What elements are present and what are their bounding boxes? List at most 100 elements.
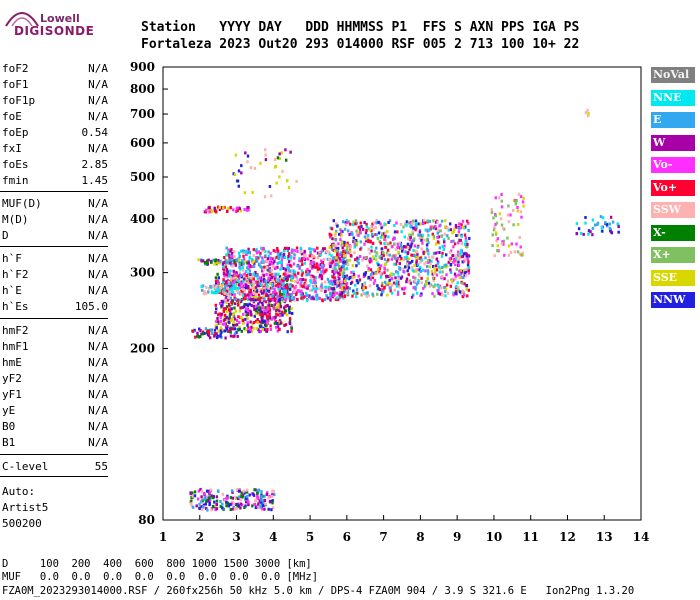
echo-point (238, 283, 241, 287)
echo-point (335, 291, 339, 295)
echo-point (420, 292, 423, 296)
param-value-hmf2: N/A (88, 324, 108, 337)
echo-point (433, 271, 436, 275)
echo-point (338, 232, 341, 236)
echo-point (514, 202, 517, 206)
param-name-mufd: MUF(D) (2, 197, 42, 210)
echo-point (249, 166, 253, 170)
echo-point (594, 223, 597, 227)
echo-point (447, 260, 450, 264)
echo-point (298, 257, 301, 261)
echo-point (463, 259, 466, 263)
echo-point (239, 209, 242, 213)
echo-point (222, 280, 225, 284)
echo-point (269, 324, 272, 328)
echo-point (396, 292, 400, 296)
echo-point (371, 232, 374, 236)
echo-point (205, 208, 208, 212)
echo-point (237, 277, 241, 281)
echo-point (204, 261, 207, 265)
echo-point (377, 263, 380, 267)
echo-point (229, 206, 232, 210)
echo-point (233, 250, 236, 254)
echo-point (220, 292, 224, 295)
echo-point (402, 245, 406, 248)
echo-point (364, 271, 367, 275)
echo-point (464, 274, 468, 278)
echo-point (273, 274, 277, 278)
echo-point (298, 266, 301, 270)
echo-point (205, 507, 208, 510)
echo-point (228, 282, 231, 286)
echo-point (370, 275, 373, 279)
echo-point (213, 206, 216, 210)
echo-point (456, 281, 459, 285)
echo-point (420, 276, 423, 280)
echo-point (266, 310, 269, 314)
echo-point (429, 225, 433, 229)
echo-point (207, 287, 211, 290)
echo-point (461, 219, 465, 223)
echo-point (422, 218, 426, 222)
echo-point (278, 157, 281, 161)
echo-point (230, 248, 233, 251)
echo-point (240, 259, 244, 262)
echo-point (254, 270, 257, 274)
echo-point (367, 267, 370, 270)
echo-point (235, 331, 238, 335)
echo-point (368, 258, 371, 262)
echo-point (259, 325, 262, 329)
echo-point (284, 268, 288, 272)
echo-point (377, 220, 380, 224)
echo-point (467, 221, 470, 225)
echo-point (263, 494, 266, 498)
echo-point (352, 291, 356, 295)
echo-point (242, 262, 245, 266)
echo-point (394, 276, 397, 280)
echo-point (282, 283, 285, 287)
param-value-yf2: N/A (88, 372, 108, 385)
echo-point (380, 284, 384, 288)
echo-point (233, 334, 236, 338)
echo-point (259, 289, 262, 293)
echo-point (338, 253, 341, 257)
param-name-ye: yE (2, 404, 16, 417)
echo-point (341, 269, 344, 272)
echo-point (274, 305, 278, 309)
echo-point (233, 507, 237, 511)
echo-point (268, 260, 272, 264)
echo-point (278, 319, 282, 323)
echo-point (252, 248, 255, 252)
echo-point (200, 505, 203, 509)
echo-point (575, 232, 578, 236)
echo-point (249, 280, 252, 284)
echo-point (308, 284, 311, 288)
echo-point (242, 273, 245, 277)
echo-point (254, 298, 257, 302)
echo-point (282, 306, 286, 310)
echo-point (460, 291, 463, 295)
echo-point (262, 282, 265, 286)
echo-point (262, 268, 265, 272)
echo-point (344, 284, 348, 288)
echo-point (296, 297, 299, 301)
echo-point (290, 293, 293, 296)
echo-point (261, 321, 264, 325)
echo-point (332, 287, 335, 291)
echo-point (454, 259, 457, 263)
echo-point (466, 242, 469, 246)
legend-item-vo: Vo- (651, 157, 695, 173)
echo-point (372, 271, 376, 275)
echo-point (495, 221, 499, 225)
echo-point (244, 251, 248, 255)
echo-point (223, 205, 226, 209)
echo-point (239, 498, 243, 501)
echo-point (283, 255, 287, 259)
echo-point (215, 307, 218, 311)
echo-point (386, 268, 389, 272)
echo-point (457, 230, 461, 234)
echo-point (283, 272, 286, 276)
echo-point (418, 230, 422, 234)
echo-point (209, 328, 212, 332)
echo-point (271, 304, 275, 308)
